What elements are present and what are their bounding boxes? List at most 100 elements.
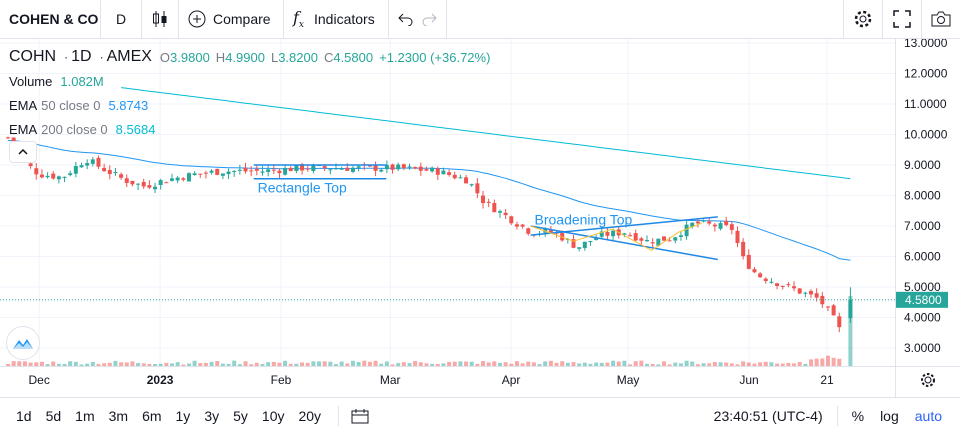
- range-1m-button[interactable]: 1m: [75, 407, 95, 424]
- volume-bar: [305, 362, 310, 366]
- undo-icon[interactable]: [398, 12, 414, 26]
- range-20y-button[interactable]: 20y: [298, 407, 322, 424]
- candle-body: [209, 170, 214, 173]
- candle-body: [577, 247, 582, 249]
- volume-bar: [435, 363, 440, 366]
- volume-bar: [237, 364, 242, 366]
- gear-icon: [854, 10, 872, 28]
- high-value: 4.9900: [225, 49, 265, 65]
- volume-bar: [724, 362, 729, 366]
- volume-bar: [62, 363, 67, 366]
- candle-body: [752, 269, 757, 273]
- candle-body: [611, 230, 616, 237]
- log-toggle[interactable]: log: [880, 408, 899, 424]
- legend-collapse-button[interactable]: [9, 141, 37, 163]
- volume-bar: [554, 362, 559, 366]
- candle-body: [599, 231, 604, 237]
- candle-body: [622, 233, 627, 235]
- volume-bar: [17, 361, 22, 366]
- candle-body: [107, 169, 112, 175]
- price-chart[interactable]: Rectangle Top Broadening Top 4.5800 13.0000…: [0, 39, 960, 397]
- candle-body: [831, 305, 836, 316]
- range-3y-button[interactable]: 3y: [204, 407, 220, 424]
- axis-settings-icon[interactable]: [921, 373, 935, 387]
- range-5y-button[interactable]: 5y: [233, 407, 248, 424]
- timezone-clock[interactable]: 23:40:51 (UTC-4): [713, 408, 823, 424]
- volume-bar: [514, 361, 519, 366]
- tradingview-logo[interactable]: [6, 326, 40, 360]
- volume-bar: [260, 364, 265, 366]
- candle-body: [735, 230, 740, 243]
- candle-body: [464, 177, 469, 184]
- range-10y-button[interactable]: 10y: [261, 407, 285, 424]
- candle-body: [661, 236, 666, 241]
- chart-type-button[interactable]: [142, 0, 179, 38]
- settings-button[interactable]: [843, 0, 882, 38]
- candle-body: [198, 173, 203, 175]
- range-1y-button[interactable]: 1y: [175, 407, 191, 424]
- auto-toggle[interactable]: auto: [914, 408, 942, 424]
- volume-value: 1.082M: [60, 73, 104, 89]
- snapshot-button[interactable]: [921, 0, 960, 38]
- volume-bar: [622, 360, 627, 366]
- volume-bar: [45, 364, 50, 366]
- candle-body: [136, 183, 141, 185]
- volume-bar: [209, 361, 214, 366]
- volume-bar: [531, 362, 536, 366]
- volume-bar: [294, 363, 299, 366]
- chevron-up-icon: [18, 149, 28, 155]
- volume-bar: [119, 362, 124, 366]
- volume-bar: [328, 361, 333, 366]
- volume-bar: [565, 362, 570, 366]
- volume-bar: [96, 364, 101, 366]
- price-axis-label: 8.0000: [904, 189, 941, 203]
- candle-body: [650, 242, 655, 244]
- legend-ema200-row[interactable]: EMA 200 close 0 8.5684: [9, 117, 490, 141]
- volume-bar: [520, 363, 525, 366]
- candle-body: [266, 169, 271, 172]
- range-1d-button[interactable]: 1d: [16, 407, 32, 424]
- fullscreen-button[interactable]: [882, 0, 921, 38]
- candle-body: [486, 201, 491, 203]
- volume-bar: [594, 362, 599, 366]
- percent-toggle[interactable]: %: [851, 408, 865, 424]
- candle-body: [232, 170, 237, 172]
- volume-bar: [11, 361, 16, 366]
- volume-bar: [226, 363, 231, 366]
- compare-button[interactable]: Compare: [179, 0, 284, 38]
- range-5d-button[interactable]: 5d: [45, 407, 62, 424]
- interval-button[interactable]: D: [101, 0, 142, 38]
- indicators-button[interactable]: fx Indicators: [284, 0, 389, 38]
- candle-body: [401, 164, 406, 169]
- range-6m-button[interactable]: 6m: [142, 407, 162, 424]
- range-3m-button[interactable]: 3m: [108, 407, 129, 424]
- legend-ema50-row[interactable]: EMA 50 close 0 5.8743: [9, 93, 490, 117]
- volume-bar: [271, 361, 276, 366]
- time-axis-label: Jun: [739, 373, 758, 387]
- tradingview-icon: [13, 339, 33, 349]
- volume-bar: [113, 360, 118, 366]
- legend-volume-row[interactable]: Volume 1.082M: [9, 69, 490, 93]
- candle-body: [68, 173, 73, 176]
- price-axis-label: 10.0000: [904, 128, 948, 142]
- volume-bar: [141, 363, 146, 366]
- candle-body: [169, 178, 174, 181]
- symbol-search-button[interactable]: COHEN & CO: [0, 0, 101, 38]
- price-axis-label: 9.0000: [904, 158, 941, 172]
- candle-body: [803, 292, 808, 294]
- volume-bar: [249, 364, 254, 366]
- calendar-icon[interactable]: [351, 408, 369, 424]
- volume-bar: [803, 363, 808, 366]
- candle-body: [79, 165, 84, 168]
- candle-body: [701, 220, 706, 222]
- volume-bar: [254, 362, 259, 366]
- candle-body: [254, 168, 259, 171]
- candle-body: [814, 293, 819, 298]
- candle-body: [780, 285, 785, 287]
- volume-bar: [243, 361, 248, 366]
- candle-body: [775, 283, 780, 287]
- candle-body: [186, 173, 191, 182]
- candle-body: [605, 231, 610, 236]
- redo-icon[interactable]: [421, 12, 437, 26]
- candle-body: [226, 171, 231, 175]
